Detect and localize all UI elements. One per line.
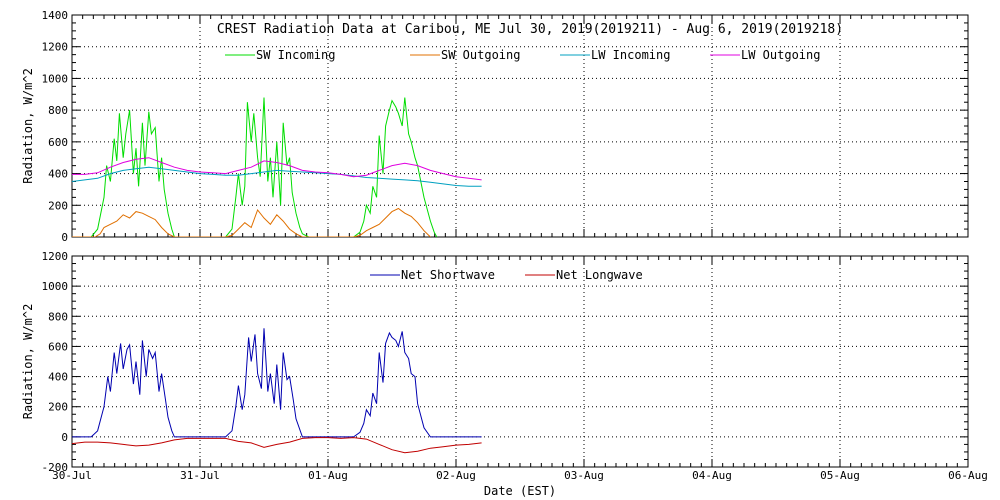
- y-tick-label: 400: [48, 371, 68, 384]
- panel-2: -200 0 200 400 600 800 1000 1200 30-Jul 31-Jul 01-…: [21, 250, 988, 498]
- y-tick-label: 200: [48, 401, 68, 414]
- y-tick-label: 0: [61, 231, 68, 244]
- series-line-lw-incoming: [72, 166, 482, 187]
- x-tick-label: 05-Aug: [820, 469, 860, 482]
- chart-title: CREST Radiation Data at Caribou, ME Jul …: [217, 22, 843, 37]
- series-line-lw-outgoing: [72, 157, 482, 181]
- panel-1: 0 200 400 600 800 1000 1200 1400 Radiation, W/m^…: [21, 9, 969, 244]
- x-tick-label: 03-Aug: [564, 469, 604, 482]
- legend-item-net-longwave: Net Longwave: [525, 268, 643, 282]
- legend-label: SW Incoming: [256, 48, 335, 62]
- legend-label: LW Outgoing: [741, 48, 820, 62]
- x-axis-title: Date (EST): [484, 484, 556, 498]
- y-tick-label: 600: [48, 136, 68, 149]
- series-line-sw-incoming: [72, 97, 438, 237]
- x-tick-label: 02-Aug: [436, 469, 476, 482]
- legend-label: SW Outgoing: [441, 48, 520, 62]
- x-tick-label: 04-Aug: [692, 469, 732, 482]
- y-tick-label: 1200: [42, 250, 69, 263]
- y-tick-label: 1000: [42, 280, 69, 293]
- x-tick-label: 30-Jul: [52, 469, 92, 482]
- series-line-net-shortwave: [72, 328, 482, 438]
- y-tick-label: 800: [48, 104, 68, 117]
- legend-item-net-shortwave: Net Shortwave: [370, 268, 495, 282]
- series-line-sw-outgoing: [72, 207, 431, 237]
- legend-item-sw-incoming: SW Incoming: [225, 48, 335, 62]
- legend-label: LW Incoming: [591, 48, 670, 62]
- y-axis-title: Radiation, W/m^2: [21, 304, 35, 420]
- y-tick-label: 1200: [42, 41, 69, 54]
- y-tick-label: -200: [42, 461, 69, 474]
- y-tick-label: 600: [48, 340, 68, 353]
- legend-label: Net Shortwave: [401, 268, 495, 282]
- y-tick-label: 1000: [42, 72, 69, 85]
- y-tick-label: 0: [61, 431, 68, 444]
- y-tick-label: 1400: [42, 9, 69, 22]
- y-axis-title: Radiation, W/m^2: [21, 68, 35, 184]
- x-tick-label: 06-Aug: [948, 469, 988, 482]
- series-line-net-longwave: [72, 437, 482, 454]
- y-tick-label: 800: [48, 310, 68, 323]
- x-tick-label: 01-Aug: [308, 469, 348, 482]
- x-tick-label: 31-Jul: [180, 469, 220, 482]
- legend-item-lw-outgoing: LW Outgoing: [710, 48, 820, 62]
- y-tick-label: 200: [48, 199, 68, 212]
- legend-label: Net Longwave: [556, 268, 643, 282]
- chart-panels: 0 200 400 600 800 1000 1200 1400 Radiation, W/m^…: [21, 9, 988, 498]
- y-tick-label: 400: [48, 168, 68, 181]
- legend-item-sw-outgoing: SW Outgoing: [410, 48, 520, 62]
- legend-item-lw-incoming: LW Incoming: [560, 48, 670, 62]
